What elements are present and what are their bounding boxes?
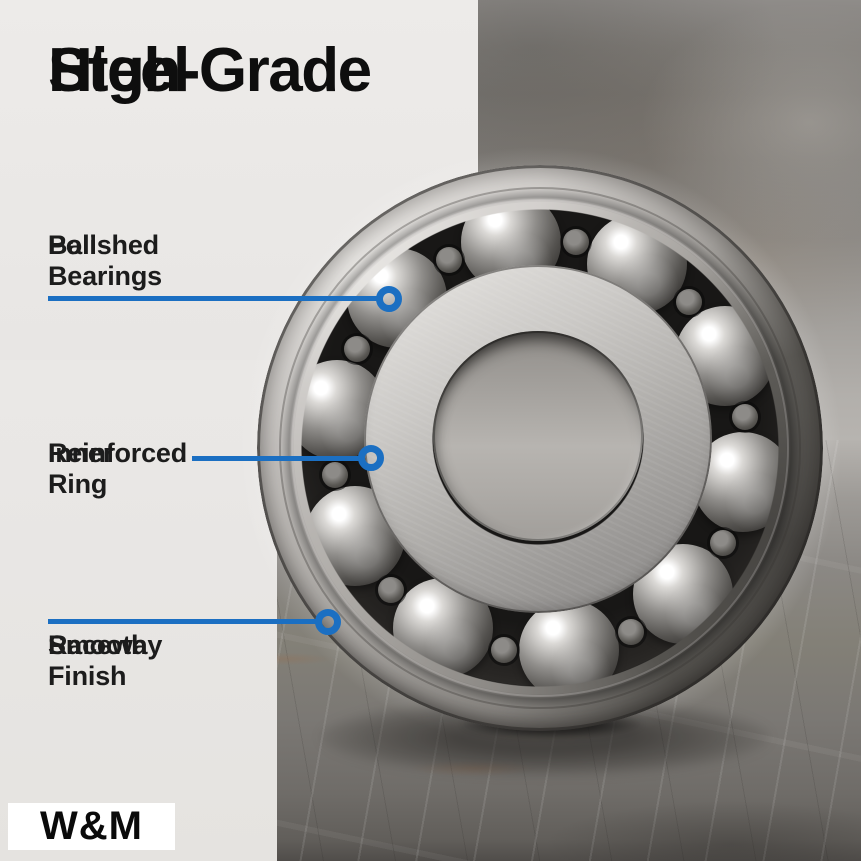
callout-label-line: Raceway Finish <box>48 630 163 691</box>
brand-logo-text: W&M <box>40 804 143 848</box>
callout-label-line: Inner Ring <box>48 438 114 499</box>
callout-label-line: Reinforced <box>48 438 188 468</box>
bearing-bore <box>433 331 643 541</box>
leader-line <box>48 296 378 301</box>
callout-ring-icon <box>376 286 402 312</box>
brand-logo: W&M <box>8 803 175 850</box>
leader-line <box>192 456 360 461</box>
outer-ring-groove <box>291 199 789 697</box>
title-line-1: High-Grade <box>48 36 372 105</box>
callout-ring-icon <box>358 445 384 471</box>
callout-label-line: Ball Bearings <box>48 230 162 291</box>
leader-line <box>48 619 317 624</box>
title-line-2: Steel <box>48 36 190 105</box>
callout-ring-icon <box>315 609 341 635</box>
callout-label-line: Smooth <box>48 630 148 660</box>
ball-bearing-photo <box>257 165 823 731</box>
callout-label-line: Polished <box>48 230 159 260</box>
outer-ring-groove <box>279 187 801 709</box>
